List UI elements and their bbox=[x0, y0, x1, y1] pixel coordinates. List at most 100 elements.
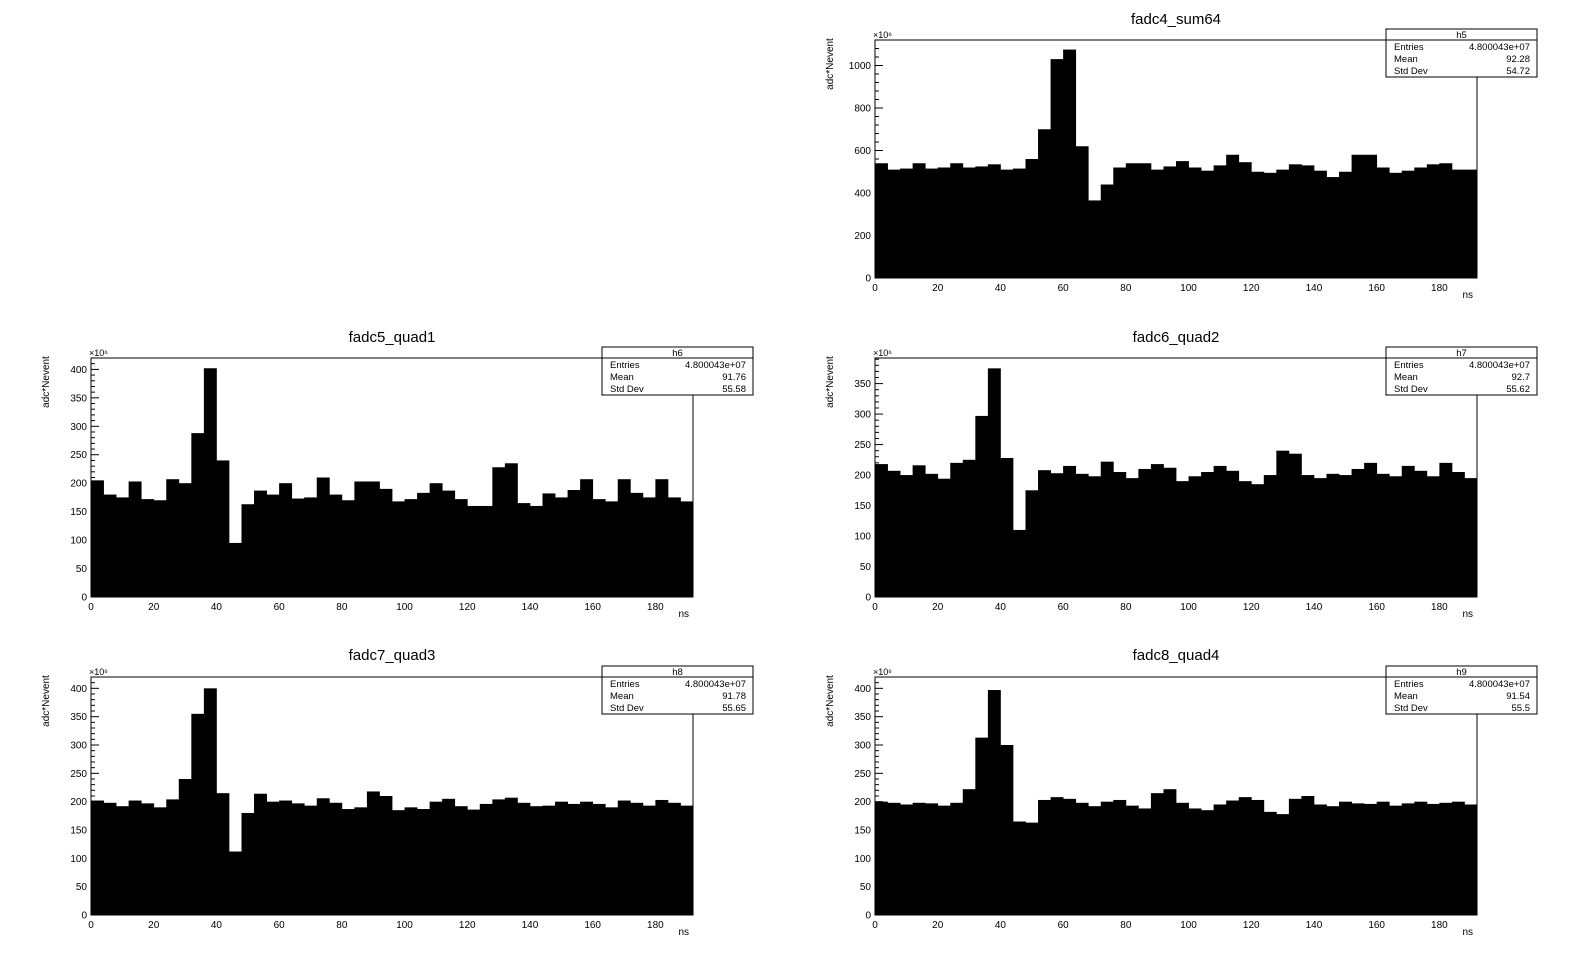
histogram-bin bbox=[228, 542, 242, 597]
histogram-bin bbox=[1451, 801, 1465, 915]
x-tick-label: 180 bbox=[1431, 283, 1448, 294]
histogram-bin bbox=[1339, 171, 1352, 278]
histogram-bin bbox=[975, 737, 989, 915]
histogram-bin bbox=[504, 463, 518, 597]
histogram-bin bbox=[1038, 799, 1051, 915]
x-tick-label: 60 bbox=[274, 602, 286, 613]
histogram-bin bbox=[1238, 162, 1252, 278]
histogram-bin bbox=[1351, 154, 1365, 278]
histogram-bin bbox=[1376, 167, 1390, 278]
histogram-bin bbox=[266, 801, 280, 915]
histogram-bin bbox=[630, 802, 644, 915]
histogram-bin bbox=[1263, 172, 1277, 278]
histogram-bin bbox=[1451, 472, 1465, 597]
histogram-bin bbox=[1176, 161, 1189, 278]
histogram-bin bbox=[1389, 805, 1403, 915]
histogram-bin bbox=[1276, 450, 1290, 597]
histogram-bin bbox=[1150, 169, 1164, 278]
histogram-bin bbox=[417, 492, 431, 597]
y-tick-label: 150 bbox=[70, 507, 87, 518]
histogram-bin bbox=[116, 806, 130, 915]
histogram-bin bbox=[1288, 164, 1302, 278]
histogram-bin bbox=[962, 789, 976, 915]
histogram-bin bbox=[1213, 465, 1227, 597]
stats-name: h8 bbox=[672, 667, 683, 678]
x-tick-label: 120 bbox=[1243, 283, 1260, 294]
x-tick-label: 100 bbox=[396, 602, 413, 613]
y-tick-label: 1000 bbox=[849, 61, 872, 72]
x-tick-label: 180 bbox=[1431, 920, 1448, 931]
histogram-bin bbox=[404, 807, 418, 915]
histogram-bin bbox=[1000, 169, 1014, 278]
histogram-bin bbox=[216, 460, 230, 597]
histogram-bin bbox=[1063, 798, 1077, 915]
histogram-bin bbox=[1451, 169, 1465, 278]
histogram-bin bbox=[680, 805, 694, 915]
stats-value: 55.65 bbox=[722, 703, 746, 714]
y-tick-label: 150 bbox=[854, 826, 871, 837]
histogram-bin bbox=[366, 791, 380, 915]
histogram-bin bbox=[1063, 465, 1077, 597]
y-tick-label: 100 bbox=[854, 532, 871, 543]
y-exponent-label: ×10⁶ bbox=[873, 348, 892, 358]
histogram-bin bbox=[128, 800, 142, 915]
x-tick-label: 40 bbox=[211, 920, 223, 931]
histogram-bin bbox=[555, 497, 568, 597]
stats-box: h5 Entries 4.800043e+07 Mean 92.28 Std Dev 54.… bbox=[1385, 28, 1538, 78]
histogram-bin bbox=[962, 167, 976, 278]
histogram-bin bbox=[467, 505, 481, 597]
histogram-bin bbox=[1464, 169, 1478, 278]
y-tick-label: 300 bbox=[70, 741, 87, 752]
stats-name: h7 bbox=[1456, 348, 1467, 359]
histogram-bin bbox=[404, 499, 418, 597]
x-tick-label: 40 bbox=[995, 920, 1007, 931]
histogram-bin bbox=[1276, 814, 1290, 915]
histogram-bin bbox=[1138, 468, 1152, 597]
histogram-bin bbox=[1113, 472, 1127, 597]
histogram-bin bbox=[379, 488, 393, 597]
x-tick-label: 120 bbox=[459, 920, 476, 931]
histogram-bin bbox=[1226, 470, 1240, 597]
histogram-bin bbox=[1012, 529, 1026, 597]
histogram-bin bbox=[1313, 804, 1327, 915]
histogram-bin bbox=[141, 499, 155, 597]
histogram-bin bbox=[1389, 172, 1403, 278]
x-tick-label: 160 bbox=[1368, 283, 1385, 294]
stats-value: 4.800043e+07 bbox=[685, 360, 746, 371]
histogram-bin bbox=[492, 799, 506, 915]
histogram-bin bbox=[900, 475, 914, 597]
histogram-bin bbox=[925, 803, 939, 915]
histogram-bin bbox=[912, 802, 926, 915]
histogram-bin bbox=[1150, 464, 1164, 597]
histogram-bin bbox=[1301, 475, 1315, 597]
histogram-bin bbox=[1251, 799, 1265, 915]
y-tick-label: 0 bbox=[81, 911, 87, 922]
x-axis-label: ns bbox=[1462, 609, 1473, 620]
stats-value: 92.28 bbox=[1506, 54, 1530, 65]
histogram-bin bbox=[642, 805, 656, 915]
histogram-bin bbox=[567, 803, 581, 915]
chart-title: fadc4_sum64 bbox=[1131, 11, 1221, 28]
histogram-bin bbox=[1313, 478, 1327, 597]
histogram-bin bbox=[1389, 476, 1403, 597]
y-tick-label: 300 bbox=[70, 422, 87, 433]
y-tick-label: 0 bbox=[865, 274, 871, 285]
histogram-bin bbox=[1414, 801, 1428, 915]
histogram-bin bbox=[975, 415, 989, 597]
x-tick-label: 40 bbox=[211, 602, 223, 613]
stats-label: Std Dev bbox=[1394, 66, 1428, 77]
histogram-bin bbox=[1326, 177, 1340, 278]
x-tick-label: 0 bbox=[872, 602, 878, 613]
x-tick-label: 60 bbox=[274, 920, 286, 931]
histogram-bin bbox=[975, 166, 989, 278]
x-tick-label: 100 bbox=[1180, 602, 1197, 613]
histogram-pad: fadc5_quad1 0 20 40 60 80 100 120 140 160 180 0 50 10… bbox=[41, 329, 754, 620]
y-tick-label: 400 bbox=[70, 684, 87, 695]
histogram-bin bbox=[1075, 473, 1089, 597]
histogram-bin bbox=[1176, 802, 1189, 915]
histogram-bin bbox=[341, 809, 355, 915]
histogram-bin bbox=[937, 805, 951, 915]
y-tick-label: 150 bbox=[70, 826, 87, 837]
y-exponent-label: ×10⁶ bbox=[89, 348, 108, 358]
